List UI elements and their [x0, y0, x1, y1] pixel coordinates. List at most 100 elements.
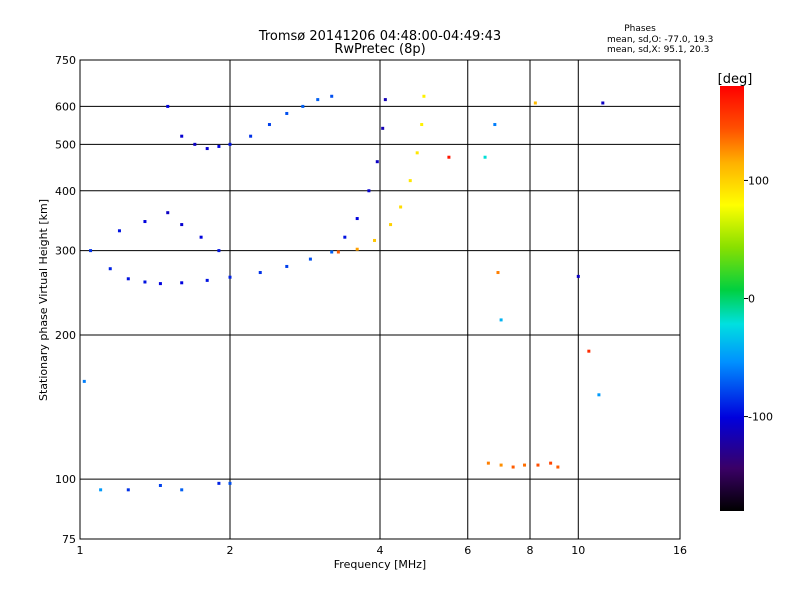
chart-subtitle: RwPretec (8p)	[334, 42, 425, 57]
data-point	[523, 463, 527, 467]
data-point	[556, 465, 560, 469]
data-point	[166, 211, 170, 215]
x-tick-label: 10	[571, 544, 585, 557]
data-point	[285, 111, 289, 115]
data-point	[496, 271, 500, 275]
data-point	[180, 223, 184, 227]
data-point	[117, 229, 121, 233]
data-point	[267, 123, 271, 127]
data-point	[408, 179, 412, 183]
data-point	[343, 235, 347, 239]
data-point	[367, 189, 371, 193]
data-point	[381, 126, 385, 130]
data-point	[143, 280, 147, 284]
colorbar-tick-label: -100	[748, 411, 773, 424]
y-axis-label: Stationary phase Virtual Height [km]	[37, 199, 50, 401]
data-point	[193, 142, 197, 146]
legend-heading: Phases	[624, 24, 656, 34]
x-tick-label: 8	[527, 544, 534, 557]
data-point	[422, 94, 426, 98]
data-point	[180, 281, 184, 285]
data-point	[249, 134, 253, 138]
data-point	[82, 379, 86, 383]
y-tick-label: 100	[55, 473, 76, 486]
data-point	[228, 481, 232, 485]
x-tick-label: 2	[227, 544, 234, 557]
data-point	[330, 94, 334, 98]
y-tick-label: 500	[55, 138, 76, 151]
legend-o-stats: mean, sd,O: -77.0, 19.3	[607, 35, 713, 45]
data-point	[373, 238, 377, 242]
data-point	[99, 488, 103, 492]
data-point	[486, 461, 490, 465]
data-point	[536, 463, 540, 467]
data-point	[383, 98, 387, 102]
data-point	[258, 271, 262, 275]
x-tick-label: 4	[377, 544, 384, 557]
data-point	[375, 160, 379, 164]
data-point	[126, 277, 130, 281]
data-point	[166, 104, 170, 108]
data-point	[336, 250, 340, 254]
data-point	[228, 275, 232, 279]
data-point	[511, 465, 515, 469]
data-point	[355, 217, 359, 221]
data-point	[143, 220, 147, 224]
x-axis-label: Frequency [MHz]	[334, 558, 426, 571]
y-tick-label: 600	[55, 100, 76, 113]
data-point	[399, 205, 403, 209]
data-point	[549, 461, 553, 465]
x-tick-label: 6	[464, 544, 471, 557]
data-point	[576, 274, 580, 278]
data-point	[316, 98, 320, 102]
colorbar-tick-label: 0	[748, 293, 755, 306]
data-point	[205, 147, 209, 151]
colorbar-ticks: 100 0 -100	[744, 174, 773, 424]
chart-title: Tromsø 20141206 04:48:00-04:49:43	[258, 29, 501, 44]
colorbar-label: [deg]	[718, 72, 753, 87]
data-point	[158, 282, 162, 286]
colorbar	[720, 86, 744, 511]
legend-x-stats: mean, sd,X: 95.1, 20.3	[607, 45, 709, 55]
data-point	[301, 104, 305, 108]
data-point	[420, 123, 424, 127]
data-point	[533, 101, 537, 105]
data-point	[597, 393, 601, 397]
data-point	[415, 151, 419, 155]
y-axis-ticks: 75 100 200 300 400 500 600 750	[55, 54, 76, 546]
data-point	[499, 463, 503, 467]
data-point	[180, 134, 184, 138]
data-point	[217, 249, 221, 253]
data-point	[483, 155, 487, 159]
y-tick-label: 400	[55, 185, 76, 198]
data-point	[355, 247, 359, 251]
data-point	[601, 101, 605, 105]
y-tick-label: 200	[55, 329, 76, 342]
y-tick-label: 750	[55, 54, 76, 67]
data-point	[217, 144, 221, 148]
data-point	[308, 257, 312, 261]
data-point	[493, 123, 497, 127]
x-tick-label: 1	[77, 544, 84, 557]
gridlines	[80, 60, 680, 539]
data-point	[126, 488, 130, 492]
y-tick-label: 300	[55, 245, 76, 258]
colorbar-tick-label: 100	[748, 174, 769, 187]
data-point	[205, 278, 209, 282]
data-points	[82, 94, 605, 492]
data-point	[158, 483, 162, 487]
data-point	[499, 318, 503, 322]
data-point	[285, 264, 289, 268]
data-point	[389, 223, 393, 227]
data-point	[89, 249, 93, 253]
x-tick-label: 16	[673, 544, 687, 557]
data-point	[228, 142, 232, 146]
data-point	[447, 155, 451, 159]
data-point	[199, 235, 203, 239]
y-tick-label: 75	[62, 533, 76, 546]
data-point	[330, 250, 334, 254]
data-point	[217, 481, 221, 485]
data-point	[587, 349, 591, 353]
x-axis-ticks: 1 2 4 6 8 10 16	[77, 544, 688, 557]
